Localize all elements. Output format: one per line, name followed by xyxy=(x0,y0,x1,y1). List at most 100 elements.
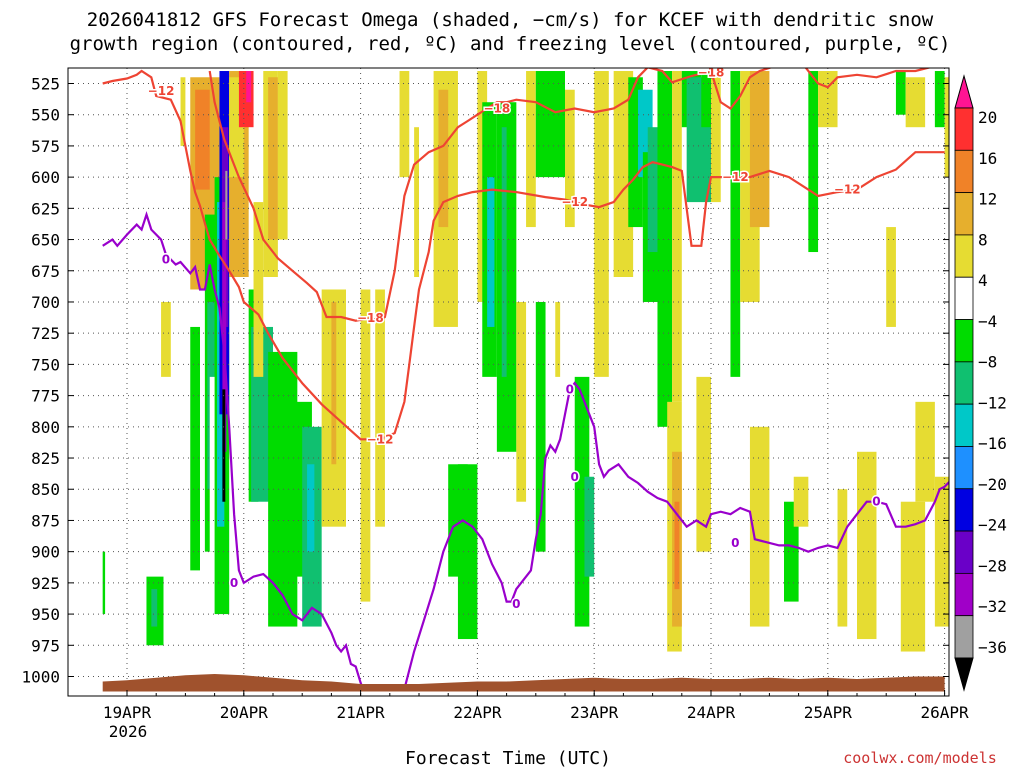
omega-shade-cell xyxy=(944,77,949,178)
contour-line xyxy=(208,68,933,322)
y-tick-label: 675 xyxy=(31,262,60,281)
x-tick-label: 26APR xyxy=(921,703,970,722)
x-axis-label: Forecast Time (UTC) xyxy=(405,748,611,768)
colorbar: 20 16 12 8 4 −4 −8 −12 −16 −20 −24 −28 −32 −36 xyxy=(954,74,1007,692)
grid-lines xyxy=(68,68,949,696)
y-tick-label: 575 xyxy=(31,137,60,156)
contour-label: −12 xyxy=(834,183,861,197)
omega-shade-cell xyxy=(209,376,215,552)
omega-shade-cell xyxy=(457,464,478,640)
omega-shade-cell xyxy=(934,71,945,128)
omega-shade-cell xyxy=(516,301,527,502)
chart-title-line1: 2026041812 GFS Forecast Omega (shaded, −… xyxy=(87,9,934,31)
y-tick-label: 775 xyxy=(31,387,60,406)
contour-label: −12 xyxy=(722,170,749,184)
omega-shade-cell xyxy=(857,451,877,640)
colorbar-bottom-arrow xyxy=(954,657,974,692)
y-tick-label: 950 xyxy=(31,605,60,624)
omega-shade-cell xyxy=(253,202,264,377)
x-tick-label: 24APR xyxy=(687,703,736,722)
omega-shade-cell xyxy=(225,170,228,240)
contour-label: 0 xyxy=(872,495,880,509)
omega-shade-cell xyxy=(360,289,371,602)
omega-shade-cell xyxy=(905,77,926,128)
colorbar-label: −4 xyxy=(978,312,997,331)
omega-shade-cell xyxy=(438,89,449,228)
colorbar-label: −32 xyxy=(978,597,1007,616)
omega-shade-cell xyxy=(399,71,410,178)
y-tick-label: 550 xyxy=(31,106,60,125)
colorbar-swatch xyxy=(954,276,974,320)
omega-shade-cell xyxy=(934,476,949,627)
colorbar-swatch xyxy=(954,403,974,447)
colorbar-swatch xyxy=(954,530,974,574)
y-tick-label: 875 xyxy=(31,511,60,530)
omega-shade-cell xyxy=(277,71,288,240)
contour-label: 0 xyxy=(230,576,238,590)
contour-label: 0 xyxy=(571,470,579,484)
chart-title-line2: growth region (contoured, red, ºC) and f… xyxy=(70,33,951,55)
temperature-contours: −12 −18 −18 −12 −12 −12 −12 −18 0 0 0 0 0 0 0 xyxy=(102,68,949,690)
omega-shade-cell xyxy=(307,464,315,552)
omega-shade-cell xyxy=(501,127,507,377)
omega-shade-cell xyxy=(584,476,595,577)
colorbar-label: −16 xyxy=(978,434,1007,453)
omega-shade-cell xyxy=(895,71,906,115)
x-tick-label: 23APR xyxy=(570,703,619,722)
contour-label: −12 xyxy=(561,195,588,209)
contour-line xyxy=(403,381,949,690)
y-tick-label: 975 xyxy=(31,636,60,655)
contour-label: 0 xyxy=(512,597,520,611)
colorbar-label: 4 xyxy=(978,271,988,290)
colorbar-swatch xyxy=(954,149,974,194)
colorbar-label: 8 xyxy=(978,230,988,249)
colorbar-swatch xyxy=(954,319,974,363)
x-tick-label: 20APR xyxy=(220,703,269,722)
y-tick-label: 825 xyxy=(31,449,60,468)
colorbar-label: −36 xyxy=(978,638,1007,657)
colorbar-swatch xyxy=(954,192,974,236)
y-tick-label: 800 xyxy=(31,418,60,437)
omega-shade-cell xyxy=(331,301,337,465)
credit-text[interactable]: coolwx.com/models xyxy=(843,749,997,767)
contour-line xyxy=(102,69,945,441)
contour-label: −18 xyxy=(357,311,384,325)
omega-shade-cell xyxy=(222,202,227,452)
omega-shade-cell xyxy=(793,476,809,527)
colorbar-label: −28 xyxy=(978,556,1007,575)
y-axis: 525 550 575 600 625 650 675 700 725 750 775 800 825 8… xyxy=(21,75,949,687)
x-tick-label: 25APR xyxy=(804,703,853,722)
omega-shade-cell xyxy=(161,301,171,377)
omega-shade-cell xyxy=(886,227,896,327)
colorbar-label: 20 xyxy=(978,108,997,127)
colorbar-top-arrow xyxy=(954,74,974,109)
colorbar-label: −20 xyxy=(978,475,1007,494)
contour-label: 0 xyxy=(162,253,170,267)
omega-shading xyxy=(102,71,949,652)
y-tick-label: 1000 xyxy=(21,668,60,687)
omega-shade-cell xyxy=(565,89,575,228)
omega-shade-cell xyxy=(246,71,252,103)
y-tick-label: 850 xyxy=(31,480,60,499)
contour-label: 0 xyxy=(566,382,574,396)
omega-shade-cell xyxy=(730,71,741,377)
omega-shade-cell xyxy=(657,71,673,427)
y-tick-label: 625 xyxy=(31,199,60,218)
colorbar-label: −8 xyxy=(978,353,997,372)
colorbar-swatch xyxy=(954,234,974,278)
colorbar-swatch xyxy=(954,615,974,659)
colorbar-label: −12 xyxy=(978,393,1007,412)
omega-shade-cell xyxy=(555,301,561,377)
x-year-label: 2026 xyxy=(109,722,148,741)
y-tick-label: 725 xyxy=(31,324,60,343)
omega-shade-cell xyxy=(535,301,546,552)
terrain-fill xyxy=(102,674,945,692)
omega-shade-cell xyxy=(195,89,210,190)
omega-shade-cell xyxy=(837,489,848,627)
y-tick-label: 925 xyxy=(31,574,60,593)
omega-shade-cell xyxy=(808,71,819,253)
colorbar-swatch xyxy=(954,361,974,405)
omega-shade-cell xyxy=(151,589,158,627)
contour-label: −12 xyxy=(148,84,175,98)
omega-shade-cell xyxy=(414,127,419,278)
